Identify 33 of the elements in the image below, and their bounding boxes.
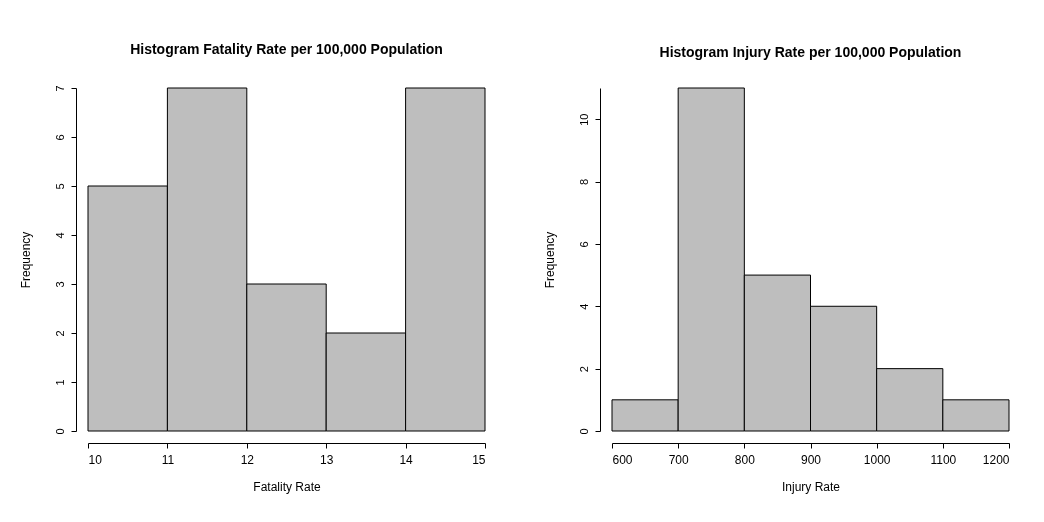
x-tick-label: 12 [240,452,255,467]
y-axis-title: Frequency [542,231,557,289]
x-tick-label: 1100 [930,452,957,467]
y-tick-label: 2 [577,366,590,373]
x-tick-label: 14 [399,452,414,467]
x-tick-label: 1200 [982,452,1010,467]
y-axis-title: Frequency [18,231,33,289]
chart-title: Histogram Fatality Rate per 100,000 Population [130,40,443,57]
x-axis-title: Fatality Rate [253,479,322,494]
y-tick-label: 6 [577,241,590,248]
y-tick-label: 8 [577,178,590,186]
y-tick-label: 2 [53,330,66,337]
y-tick-label: 0 [53,428,66,435]
y-tick-label: 4 [53,232,66,239]
x-tick-label: 800 [734,452,756,467]
y-tick-label: 6 [53,134,66,141]
x-tick-label: 15 [472,452,486,467]
x-tick-label: 600 [612,452,633,467]
chart-title: Histogram Injury Rate per 100,000 Population [659,43,962,60]
x-tick-label: 10 [88,452,103,467]
x-tick-label: 13 [320,452,334,467]
y-tick-label: 0 [577,428,590,435]
y-tick-label: 1 [53,379,66,386]
x-tick-label: 700 [668,452,689,467]
x-tick-label: 11 [161,452,175,467]
y-tick-label: 7 [53,85,66,92]
y-tick-label: 5 [53,183,66,190]
x-tick-label: 900 [800,452,822,467]
x-axis-title: Injury Rate [781,479,841,494]
y-tick-label: 4 [577,303,590,310]
y-tick-label: 10 [577,113,590,126]
y-tick-label: 3 [53,281,66,288]
x-tick-label: 1000 [863,452,891,467]
